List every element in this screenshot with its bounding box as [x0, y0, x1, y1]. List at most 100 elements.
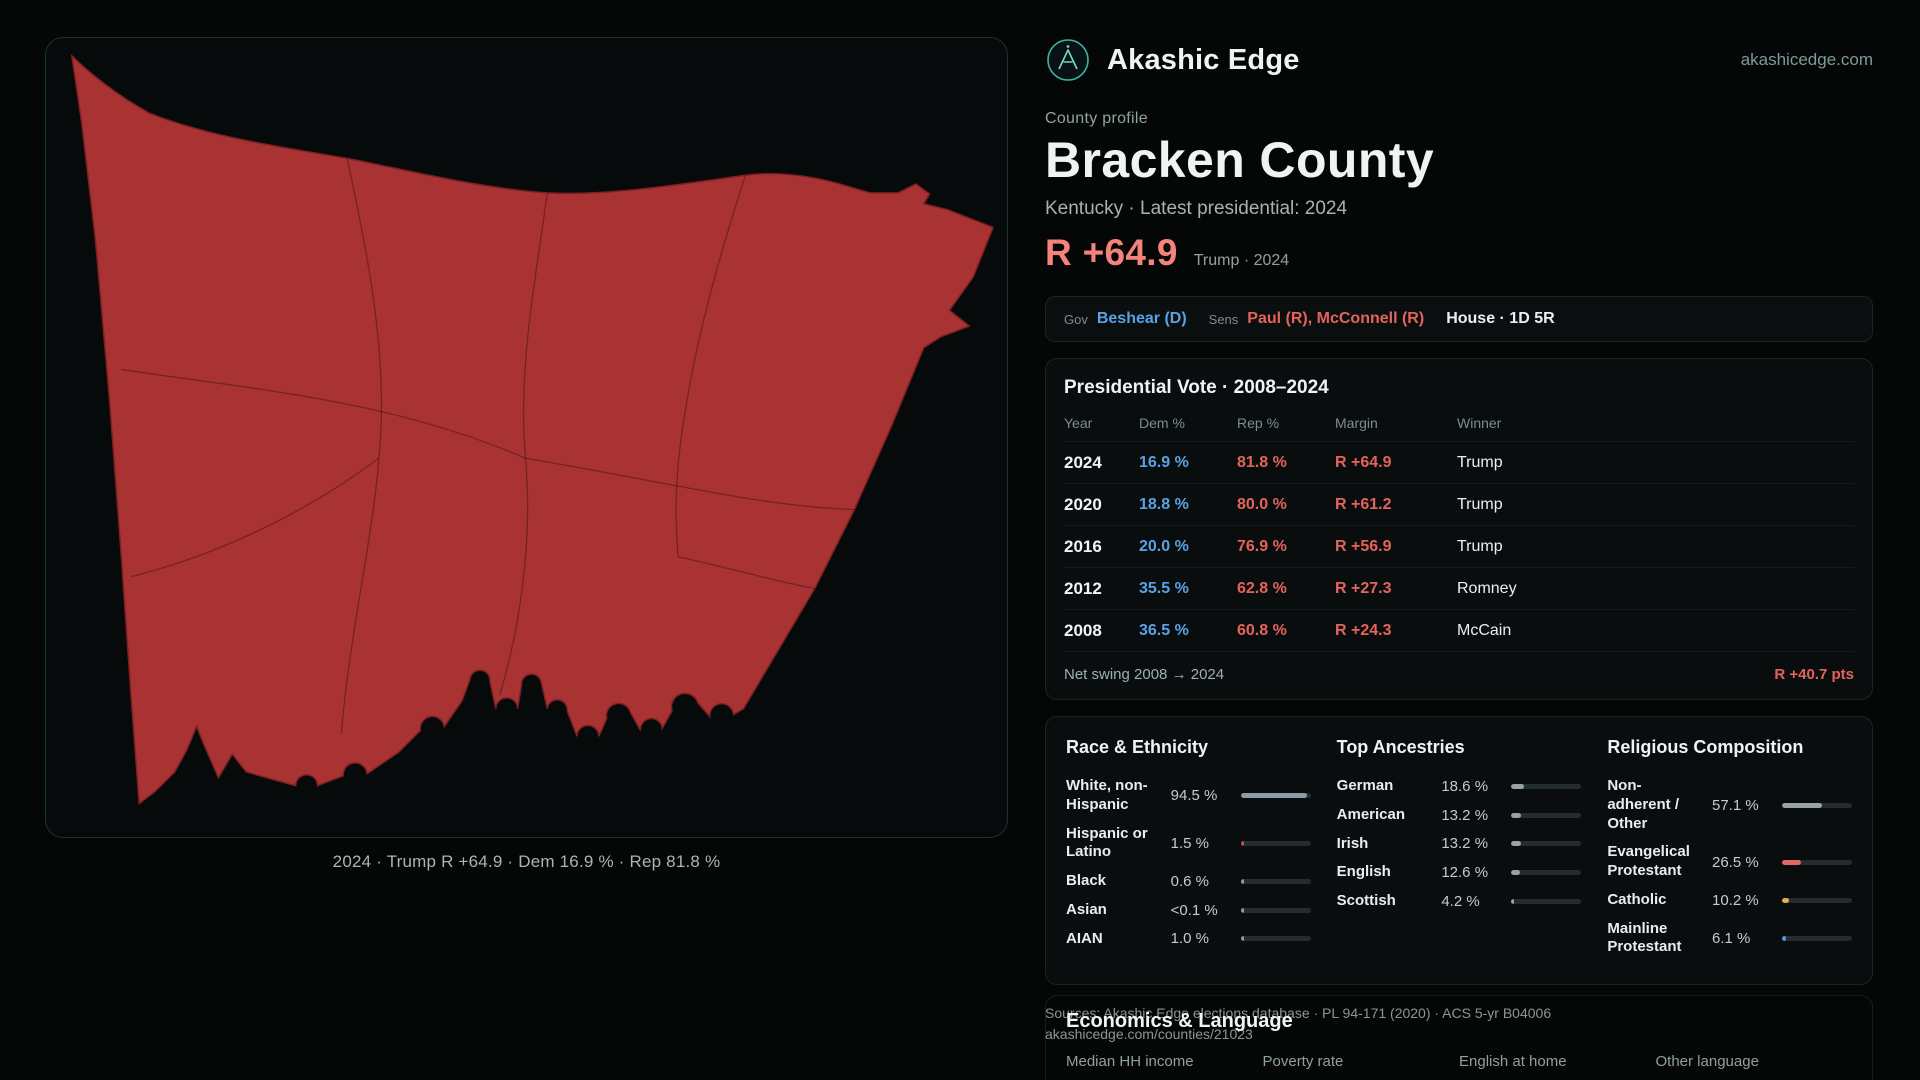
dem-cell: 36.5 % [1139, 621, 1189, 639]
religion-group: Religious Composition Non-adherent / Oth… [1607, 737, 1852, 962]
col-poverty-rate: Poverty rate [1262, 1053, 1344, 1070]
stat-value: 4.2 % [1441, 892, 1480, 910]
stat-value: 1.0 % [1170, 930, 1210, 948]
year-cell: 2024 [1064, 452, 1102, 472]
page-kicker: County profile [1045, 110, 1148, 127]
stat-label: Asian [1066, 900, 1107, 918]
stat-bar [1240, 840, 1311, 846]
year-cell: 2016 [1064, 536, 1102, 556]
stat-value: 57.1 % [1712, 796, 1759, 814]
stat-bar [1782, 859, 1852, 865]
economics-header-row: Median HH income Poverty rate English at… [1066, 1053, 1852, 1070]
stat-label: Non-adherent / Other [1607, 777, 1680, 832]
net-swing-value: R +40.7 pts [1774, 666, 1854, 683]
stat-value: 13.2 % [1441, 806, 1489, 824]
dem-cell: 35.5 % [1139, 579, 1189, 597]
winner-cell: Trump [1457, 495, 1503, 513]
rep-cell: 80.0 % [1237, 495, 1287, 513]
site-header: Akashic Edge akashicedge.com [1045, 36, 1873, 84]
stat-value: 1.5 % [1170, 834, 1210, 852]
sens-value: Paul (R), McConnell (R) [1247, 310, 1425, 327]
stat-row: American 13.2 % [1337, 801, 1582, 830]
stat-bar [1240, 936, 1311, 942]
officials-bar: Gov Beshear (D) Sens Paul (R), McConnell… [1045, 296, 1873, 342]
sources-footer: Sources: Akashic Edge elections database… [1045, 1003, 1765, 1045]
col-margin: Margin [1335, 415, 1378, 431]
winner-cell: Romney [1457, 579, 1517, 597]
brand-logo-icon[interactable] [1045, 37, 1091, 83]
winner-cell: Trump [1457, 453, 1503, 471]
county-map[interactable] [52, 44, 1003, 833]
stat-bar [1782, 802, 1852, 808]
stat-label: Hispanic or Latino [1066, 824, 1148, 861]
stat-row: Asian <0.1 % [1066, 896, 1311, 925]
sens-label: Sens [1208, 311, 1239, 327]
map-caption: 2024 · Trump R +64.9 · Dem 16.9 % · Rep … [332, 852, 721, 871]
stat-label: English [1336, 863, 1391, 881]
county-profile-panel: Akashic Edge akashicedge.com County prof… [1045, 36, 1873, 985]
group-title: Race & Ethnicity [1066, 737, 1209, 757]
dem-cell: 18.8 % [1139, 495, 1189, 513]
stat-value: <0.1 % [1170, 901, 1218, 919]
stat-row: Mainline Protestant 6.1 % [1607, 915, 1852, 963]
stat-value: 12.6 % [1441, 864, 1489, 882]
col-winner: Winner [1457, 415, 1502, 431]
stat-row: Catholic 10.2 % [1607, 886, 1852, 915]
stat-label: German [1336, 777, 1394, 794]
stat-bar [1511, 841, 1582, 847]
stat-row: AIAN 1.0 % [1066, 925, 1311, 954]
stat-bar [1240, 793, 1311, 799]
stat-label: Scottish [1336, 892, 1396, 909]
col-year: Year [1064, 415, 1093, 431]
net-swing-label: Net swing 2008 → 2024 [1064, 666, 1225, 683]
group-title: Religious Composition [1607, 737, 1804, 757]
sources-url-link[interactable]: akashicedge.com/counties/21023 [1045, 1026, 1253, 1042]
margin-cell: R +61.2 [1335, 495, 1392, 513]
stat-label: Irish [1336, 834, 1369, 852]
table-row: 2008 36.5 % 60.8 % R +24.3 McCain [1064, 610, 1854, 652]
stat-label: AIAN [1066, 929, 1103, 947]
rep-cell: 76.9 % [1237, 537, 1287, 555]
economics-card: Economics & Language Median HH income Po… [1045, 995, 1873, 1080]
dem-cell: 16.9 % [1139, 453, 1189, 471]
table-row: 2016 20.0 % 76.9 % R +56.9 Trump [1064, 526, 1854, 568]
demographics-card: Race & Ethnicity White, non-Hispanic 94.… [1045, 716, 1873, 985]
stat-row: Evangelical Protestant 26.5 % [1607, 838, 1852, 886]
group-title: Top Ancestries [1336, 737, 1465, 757]
stat-row: English 12.6 % [1337, 858, 1582, 887]
stat-label: White, non-Hispanic [1066, 777, 1148, 813]
margin-cell: R +64.9 [1335, 453, 1392, 471]
year-cell: 2012 [1064, 578, 1102, 598]
stat-row: German 18.6 % [1337, 772, 1582, 801]
table-row: 2012 35.5 % 62.8 % R +27.3 Romney [1064, 568, 1854, 610]
stat-bar [1782, 897, 1852, 903]
stat-value: 18.6 % [1441, 777, 1489, 795]
stat-label: Catholic [1607, 890, 1667, 908]
gov-label: Gov [1064, 311, 1088, 327]
stat-row: Black 0.6 % [1066, 867, 1311, 896]
stat-label: Black [1066, 872, 1107, 889]
margin-value: R +64.9 [1045, 232, 1178, 273]
stat-value: 6.1 % [1712, 929, 1751, 947]
winner-cell: McCain [1457, 621, 1512, 639]
year-cell: 2020 [1064, 494, 1102, 514]
presidential-vote-card: Presidential Vote · 2008–2024 Year Dem %… [1045, 358, 1873, 700]
stat-row: Non-adherent / Other 57.1 % [1607, 772, 1852, 838]
stat-row: Scottish 4.2 % [1337, 887, 1582, 916]
page-title: Bracken County [1045, 132, 1435, 188]
net-swing-row: Net swing 2008 → 2024 R +40.7 pts [1064, 652, 1854, 683]
brand-domain-link[interactable]: akashicedge.com [1740, 50, 1873, 69]
precinct-boundaries [121, 158, 855, 735]
margin-cell: R +56.9 [1335, 537, 1392, 555]
economics-title: Economics & Language [1066, 1010, 1293, 1032]
stat-bar [1511, 783, 1582, 789]
stat-value: 26.5 % [1712, 853, 1759, 871]
page-subtitle: Kentucky · Latest presidential: 2024 [1045, 198, 1348, 219]
race-ethnicity-group: Race & Ethnicity White, non-Hispanic 94.… [1066, 737, 1311, 962]
county-shape [70, 53, 995, 805]
stat-row: Hispanic or Latino 1.5 % [1066, 820, 1311, 868]
stat-row: Irish 13.2 % [1337, 830, 1582, 859]
stat-row: White, non-Hispanic 94.5 % [1066, 772, 1311, 820]
table-row: 2020 18.8 % 80.0 % R +61.2 Trump [1064, 484, 1854, 526]
ancestries-group: Top Ancestries German 18.6 % American 13… [1337, 737, 1582, 962]
